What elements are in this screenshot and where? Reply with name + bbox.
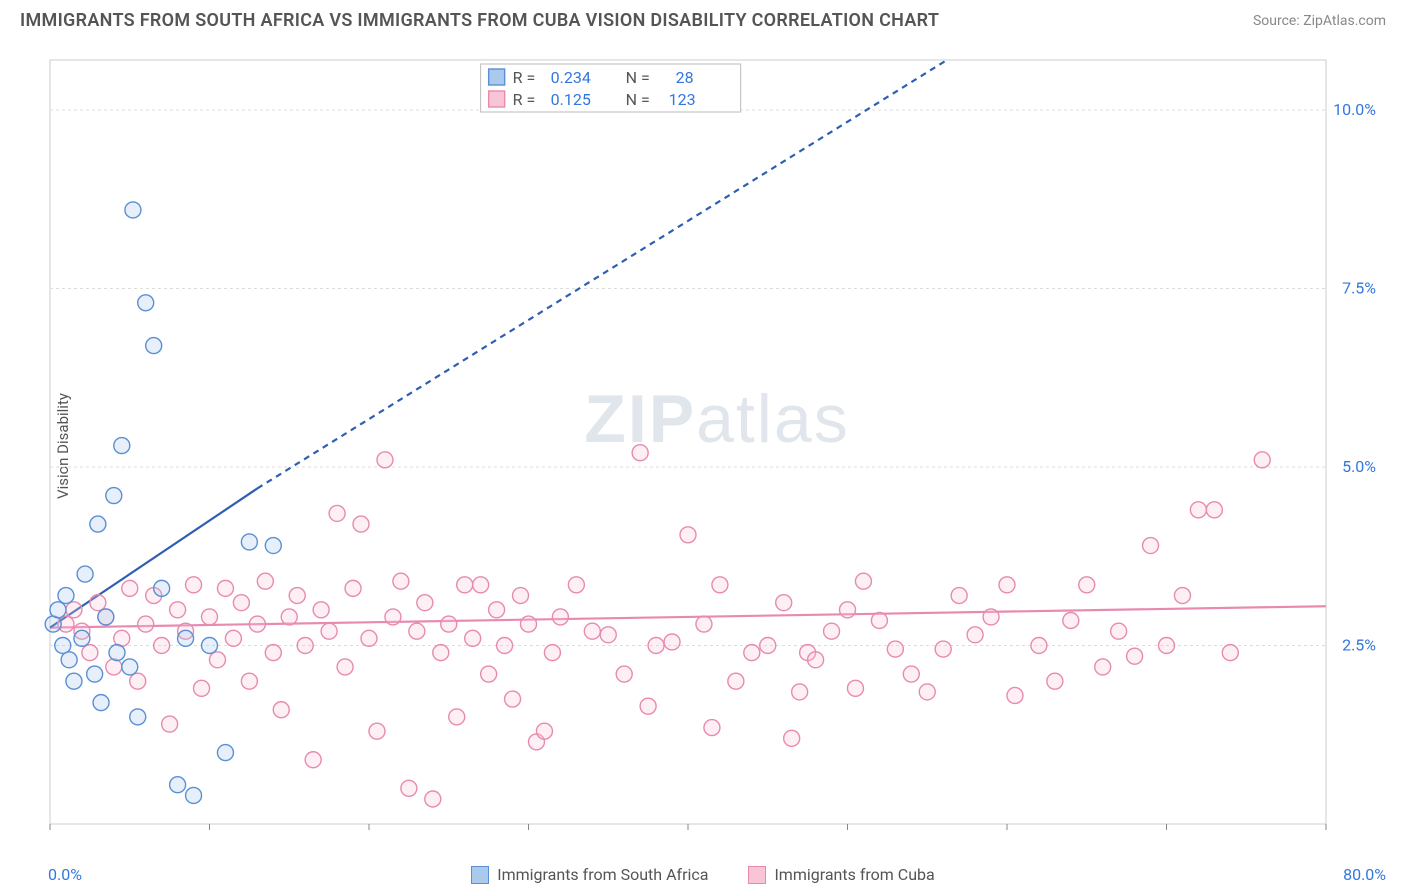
legend-label: Immigrants from South Africa	[497, 865, 708, 884]
svg-text:5.0%: 5.0%	[1342, 457, 1376, 476]
svg-text:0.234: 0.234	[551, 68, 591, 87]
svg-text:123: 123	[669, 90, 696, 109]
svg-text:N =: N =	[626, 90, 650, 109]
chart-area: 2.5% 5.0% 7.5% 10.0% R = 0.234 N = 28 R = 0.125 N …	[48, 58, 1386, 842]
bottom-legend: Immigrants from South Africa Immigrants …	[0, 865, 1406, 884]
svg-text:28: 28	[676, 68, 694, 87]
legend-label: Immigrants from Cuba	[774, 865, 934, 884]
svg-text:7.5%: 7.5%	[1342, 278, 1376, 297]
legend-item-south-africa: Immigrants from South Africa	[471, 865, 708, 884]
svg-text:R =: R =	[513, 90, 536, 109]
source-label: Source: ZipAtlas.com	[1253, 13, 1386, 29]
svg-text:R =: R =	[513, 68, 536, 87]
swatch-icon	[748, 866, 766, 884]
svg-text:N =: N =	[626, 68, 650, 87]
svg-text:0.125: 0.125	[551, 90, 591, 109]
swatch-icon	[471, 866, 489, 884]
svg-text:2.5%: 2.5%	[1342, 635, 1376, 654]
chart-title: IMMIGRANTS FROM SOUTH AFRICA VS IMMIGRAN…	[20, 10, 939, 31]
svg-text:10.0%: 10.0%	[1333, 100, 1376, 119]
legend-item-cuba: Immigrants from Cuba	[748, 865, 934, 884]
